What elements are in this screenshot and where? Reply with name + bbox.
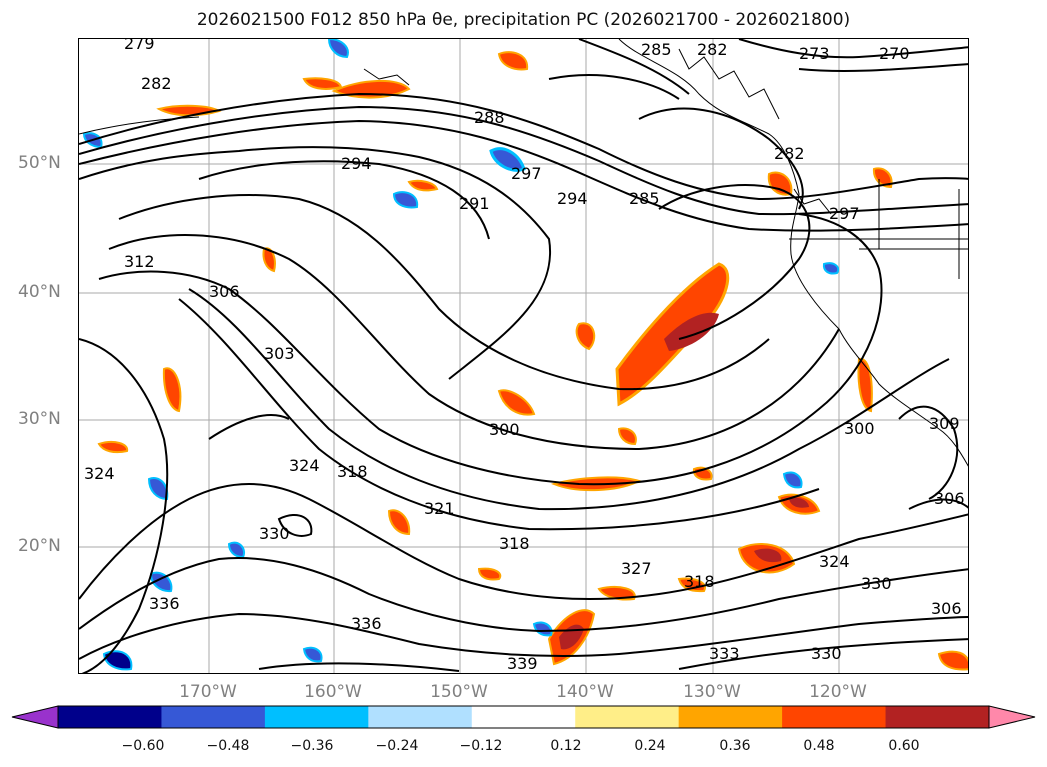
contour-label: 285	[641, 40, 672, 59]
precip-negative-areas	[82, 39, 840, 671]
lat-label-30n: 30°N	[18, 409, 61, 429]
contour-label: 294	[341, 154, 372, 173]
contour-label: 273	[799, 44, 830, 63]
lon-label-150w: 150°W	[430, 682, 488, 702]
contour-label: 318	[684, 572, 715, 591]
contour-label: 279	[124, 39, 155, 53]
lat-label-50n: 50°N	[18, 153, 61, 173]
contour-label: 270	[879, 44, 910, 63]
lat-label-40n: 40°N	[18, 282, 61, 302]
colorbar-tick: 0.60	[888, 738, 920, 754]
colorbar-tick: −0.48	[206, 738, 250, 754]
contour-label: 285	[629, 189, 660, 208]
colorbar-tick: 0.12	[550, 738, 582, 754]
colorbar-segment	[368, 706, 473, 728]
contour-label: 297	[829, 204, 860, 223]
theta-e-contours	[79, 39, 968, 673]
colorbar-segment	[575, 706, 680, 728]
contour-label: 339	[507, 654, 538, 673]
contour-label: 303	[264, 344, 295, 363]
contour-label: 309	[929, 414, 960, 433]
colorbar-outline	[57, 705, 990, 729]
contour-label: 282	[697, 40, 728, 59]
colorbar-extend-min	[11, 705, 59, 729]
lat-label-20n: 20°N	[18, 536, 61, 556]
colorbar-segment	[471, 706, 576, 728]
contour-label: 321	[424, 499, 455, 518]
contour-label: 333	[709, 644, 740, 663]
contour-label: 282	[774, 144, 805, 163]
colorbar-tick: −0.36	[290, 738, 334, 754]
contour-label: 330	[259, 524, 290, 543]
colorbar-tick: 0.48	[803, 738, 835, 754]
colorbar-segment	[782, 706, 887, 728]
lon-label-170w: 170°W	[179, 682, 237, 702]
colorbar-segment	[161, 706, 266, 728]
contour-label: 330	[861, 574, 892, 593]
contour-label: 330	[811, 644, 842, 663]
contour-labels: 279 282 285 282 273 270 288 294 291 297 …	[84, 39, 965, 673]
map-panel: 279 282 285 282 273 270 288 294 291 297 …	[78, 38, 969, 674]
contour-label: 306	[934, 489, 965, 508]
graticule	[79, 39, 968, 673]
colorbar-extend-max	[988, 705, 1036, 729]
contour-label: 297	[511, 164, 542, 183]
contour-label: 306	[931, 599, 962, 618]
colorbar-tick: −0.12	[459, 738, 503, 754]
lon-label-130w: 130°W	[683, 682, 741, 702]
contour-label: 306	[209, 282, 240, 301]
colorbar-tick: 0.24	[634, 738, 666, 754]
map-title: 2026021500 F012 850 hPa θe, precipitatio…	[196, 10, 851, 30]
colorbar-tick: −0.24	[375, 738, 419, 754]
colorbar-segment	[885, 706, 990, 728]
contour-label: 282	[141, 74, 172, 93]
contour-label: 336	[351, 614, 382, 633]
lon-label-160w: 160°W	[304, 682, 362, 702]
lon-label-140w: 140°W	[556, 682, 614, 702]
contour-label: 300	[844, 419, 875, 438]
colorbar-tick: 0.36	[719, 738, 751, 754]
contour-label: 324	[819, 552, 850, 571]
contour-label: 324	[289, 456, 320, 475]
colorbar-segment	[264, 706, 369, 728]
contour-label: 324	[84, 464, 115, 483]
contour-label: 294	[557, 189, 588, 208]
colorbar-segment	[58, 706, 162, 728]
contour-label: 318	[337, 462, 368, 481]
colorbar-tick: −0.60	[121, 738, 165, 754]
contour-label: 300	[489, 420, 520, 439]
contour-label: 288	[474, 108, 505, 127]
contour-label: 291	[459, 194, 490, 213]
contour-label: 318	[499, 534, 530, 553]
map-canvas: 279 282 285 282 273 270 288 294 291 297 …	[79, 39, 968, 673]
lon-label-120w: 120°W	[809, 682, 867, 702]
contour-label: 312	[124, 252, 155, 271]
contour-label: 327	[621, 559, 652, 578]
colorbar-segment	[678, 706, 783, 728]
colorbar	[11, 705, 1036, 729]
contour-label: 336	[149, 594, 180, 613]
